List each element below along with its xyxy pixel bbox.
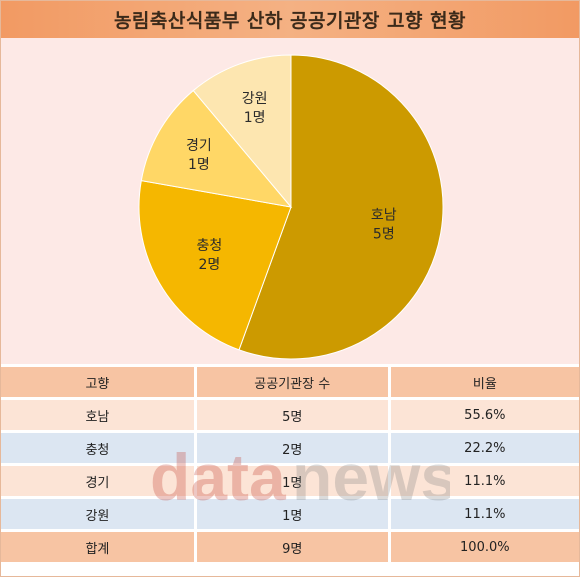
slice-value-label: 1명	[244, 110, 266, 126]
header-hometown: 고향	[1, 367, 197, 397]
cell-ratio: 55.6%	[390, 400, 579, 430]
pie-slice-0	[238, 54, 444, 360]
data-table: 고향 공공기관장 수 비율 호남 5명 55.6% 충청 2명 22.2% 경기…	[1, 364, 579, 565]
slice-label: 호남	[371, 207, 397, 223]
cell-hometown: 강원	[1, 499, 197, 529]
slice-value-label: 1명	[188, 157, 210, 173]
cell-hometown: 합계	[1, 532, 197, 562]
pie-slice-2	[140, 89, 293, 208]
pie-slice-3	[192, 54, 292, 209]
cell-ratio: 22.2%	[390, 433, 579, 463]
cell-hometown: 충청	[1, 433, 197, 463]
cell-count: 2명	[196, 433, 391, 463]
cell-hometown: 호남	[1, 400, 197, 430]
cell-hometown: 경기	[1, 466, 197, 496]
table-row: 강원 1명 11.1%	[1, 499, 579, 529]
slice-label: 충청	[197, 238, 223, 254]
cell-count: 1명	[196, 499, 391, 529]
cell-count: 5명	[196, 400, 391, 430]
cell-ratio: 11.1%	[390, 466, 579, 496]
slice-label: 경기	[186, 138, 212, 154]
chart-title: 농림축산식품부 산하 공공기관장 고향 현황	[1, 1, 579, 38]
table-header-row: 고향 공공기관장 수 비율	[1, 367, 579, 397]
table-row: 호남 5명 55.6%	[1, 400, 579, 430]
header-ratio: 비율	[390, 367, 579, 397]
cell-ratio: 100.0%	[390, 532, 579, 562]
cell-count: 9명	[196, 532, 391, 562]
cell-ratio: 11.1%	[390, 499, 579, 529]
pie-slice-1	[138, 180, 292, 351]
slice-label: 강원	[242, 91, 268, 107]
slice-value-label: 5명	[373, 226, 395, 242]
header-count: 공공기관장 수	[196, 367, 391, 397]
table-row: 경기 1명 11.1%	[1, 466, 579, 496]
cell-count: 1명	[196, 466, 391, 496]
slice-value-label: 2명	[198, 257, 220, 273]
table-total-row: 합계 9명 100.0%	[1, 532, 579, 562]
table-row: 충청 2명 22.2%	[1, 433, 579, 463]
